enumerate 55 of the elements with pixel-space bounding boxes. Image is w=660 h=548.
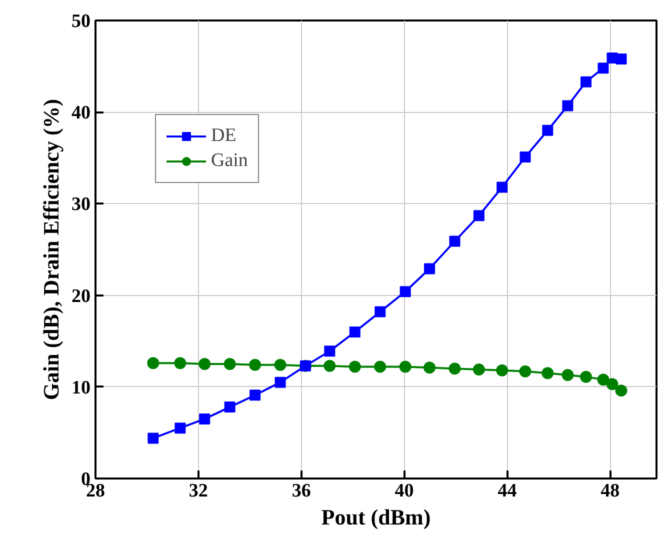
y-tick-label: 50 — [72, 11, 90, 32]
point — [348, 360, 361, 373]
x-tick-label: 48 — [600, 480, 620, 502]
x-tick-label: 40 — [394, 480, 414, 502]
point — [374, 306, 386, 318]
point — [324, 346, 336, 357]
point — [580, 76, 592, 88]
point — [597, 374, 610, 386]
point — [400, 286, 411, 298]
y-tick-label: 40 — [72, 102, 90, 124]
point — [562, 100, 574, 112]
point — [496, 182, 508, 193]
point — [598, 62, 609, 74]
point — [519, 365, 532, 378]
point — [324, 360, 336, 372]
point — [349, 326, 360, 338]
point — [148, 432, 159, 444]
x-tick-label: 32 — [188, 480, 208, 502]
point — [399, 360, 412, 373]
point — [374, 360, 386, 373]
point — [542, 367, 554, 380]
point — [520, 151, 531, 162]
legend-label: DE — [211, 125, 236, 147]
point — [424, 263, 436, 274]
point — [472, 364, 485, 376]
point — [174, 422, 186, 434]
point — [274, 358, 286, 371]
x-tick-label: 44 — [498, 480, 518, 502]
y-axis-title: Gain (dB), Drain Efficiency (%) — [38, 98, 64, 400]
point — [224, 402, 236, 413]
point — [424, 362, 436, 374]
x-tick-label: 36 — [292, 480, 311, 502]
point — [542, 124, 554, 136]
point — [147, 357, 160, 370]
point — [449, 236, 460, 247]
point — [606, 378, 618, 390]
y-tick-label: 10 — [72, 377, 90, 398]
point — [473, 210, 484, 222]
y-tick-label: 30 — [72, 194, 90, 216]
x-axis-title: Pout (dBm) — [321, 504, 431, 530]
point — [562, 369, 574, 381]
point — [250, 390, 261, 401]
point — [224, 358, 236, 370]
point — [199, 413, 210, 424]
point — [615, 384, 628, 397]
point — [616, 53, 627, 64]
point — [198, 358, 211, 370]
point — [249, 358, 262, 371]
legend-label: Gain — [211, 150, 248, 172]
point — [174, 357, 186, 370]
point — [580, 370, 592, 383]
y-tick-label: 20 — [72, 286, 90, 307]
point — [448, 362, 461, 375]
point — [274, 376, 286, 388]
point — [496, 364, 508, 376]
